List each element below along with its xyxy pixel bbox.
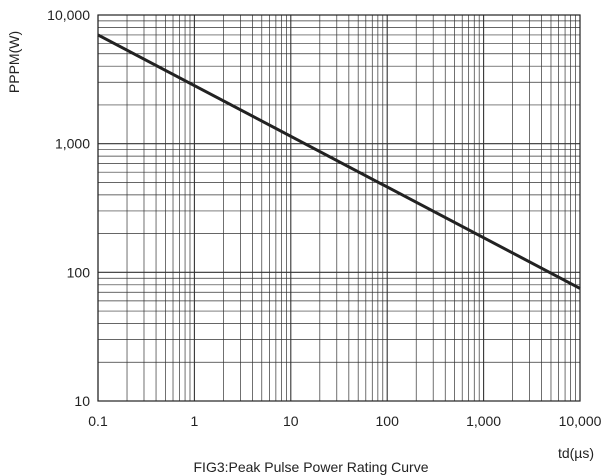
series-layer	[97, 33, 581, 290]
x-tick-label: 100	[376, 413, 400, 429]
y-tick-label: 10	[74, 393, 90, 409]
x-tick-label: 1,000	[466, 413, 501, 429]
y-tick-labels: 10 100 1,000 10,000	[47, 7, 90, 409]
y-tick-label: 1,000	[55, 136, 90, 152]
x-tick-label: 10,000	[559, 413, 602, 429]
x-tick-label: 1	[191, 413, 199, 429]
x-tick-labels: 0.1 1 10 100 1,000 10,000	[88, 413, 601, 429]
plot-frame	[97, 14, 581, 402]
grid	[97, 15, 580, 402]
series-line	[97, 33, 581, 290]
x-tick-label: 10	[283, 413, 299, 429]
chart-title: FIG3:Peak Pulse Power Rating Curve	[194, 459, 429, 475]
x-tick-label: 0.1	[88, 413, 108, 429]
y-axis-label: PPPM(W)	[6, 31, 22, 93]
y-tick-label: 100	[67, 264, 91, 280]
y-tick-label: 10,000	[47, 7, 90, 23]
x-axis-label: td(µs)	[558, 445, 594, 461]
